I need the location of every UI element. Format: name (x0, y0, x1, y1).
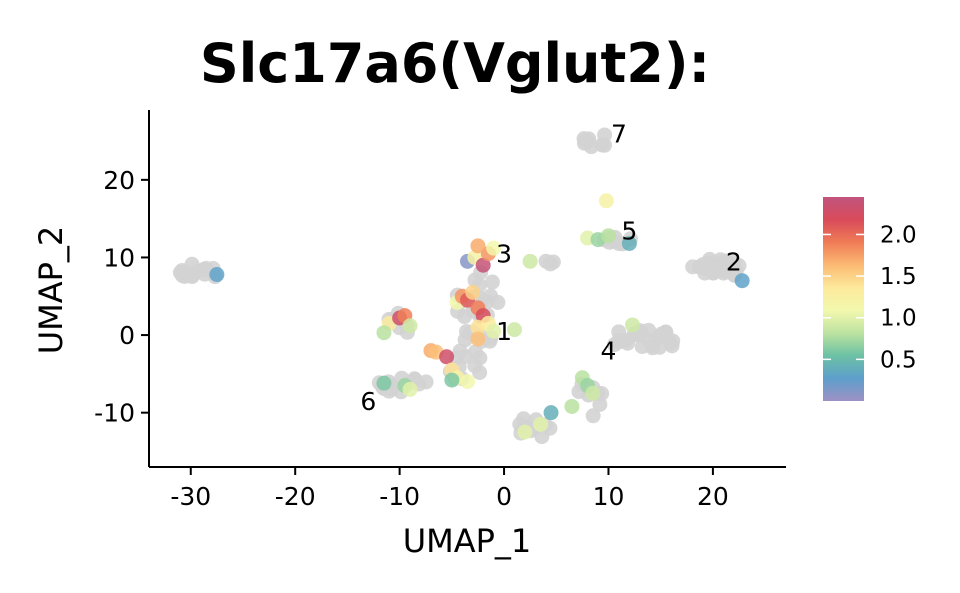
cell-point (444, 372, 460, 388)
cell-point (522, 253, 538, 269)
x-tick-label: 0 (496, 482, 512, 511)
cell-point (653, 326, 669, 342)
cell-point (376, 375, 392, 391)
cell-point (475, 257, 491, 273)
cell-point (594, 137, 610, 153)
x-tick-label: -30 (170, 482, 211, 511)
x-tick-label: 20 (697, 482, 729, 511)
cluster-label-3: 3 (496, 240, 512, 269)
cell-point (707, 260, 723, 276)
cell-point (465, 284, 481, 300)
colorbar-tick-label: 1.5 (880, 264, 917, 290)
cell-point (621, 235, 637, 251)
colorbar-tick-label: 2.0 (880, 222, 917, 248)
cell-point (585, 385, 601, 401)
colorbar-tick-label: 0.5 (880, 347, 917, 373)
cell-point (577, 133, 593, 149)
chart-title: Slc17a6(Vglut2): (200, 32, 710, 95)
y-axis-title: UMAP_2 (32, 226, 70, 355)
cell-point (490, 294, 506, 310)
cluster-label-1: 1 (496, 317, 512, 346)
axes: -30 -20 -10 0 10 20 -10 0 10 20 (94, 110, 786, 511)
cell-point (376, 325, 392, 341)
cell-point (726, 254, 742, 270)
cell-point (439, 349, 455, 365)
cell-point (506, 322, 522, 338)
cell-point (402, 318, 418, 334)
x-axis-title: UMAP_1 (403, 522, 532, 560)
cell-point (652, 339, 668, 355)
cluster-label-2: 2 (726, 247, 742, 276)
cluster-labels: 1 2 3 4 5 6 7 (360, 119, 741, 416)
colorbar-ticks: 0.5 1.0 1.5 2.0 (823, 222, 917, 373)
cell-point (174, 268, 190, 284)
cell-point (620, 335, 636, 351)
colorbar: 0.5 1.0 1.5 2.0 (823, 197, 917, 401)
cluster-label-7: 7 (611, 119, 627, 148)
cluster-label-6: 6 (360, 387, 376, 416)
cell-point (600, 228, 616, 244)
cell-point (209, 267, 225, 283)
cluster-label-5: 5 (621, 216, 637, 245)
x-tick-label: -10 (379, 482, 420, 511)
cell-point (197, 266, 213, 282)
plot-area: 1 2 3 4 5 6 7 (172, 119, 750, 445)
cell-point (598, 193, 614, 209)
cell-point (734, 273, 750, 289)
cell-point (624, 317, 640, 333)
y-tick-label: 20 (103, 166, 135, 195)
cell-point (484, 274, 500, 290)
cell-point (533, 416, 549, 432)
x-ticks: -30 -20 -10 0 10 20 (170, 467, 729, 511)
unexpressed-cells (172, 127, 747, 445)
y-tick-label: 10 (103, 243, 135, 272)
y-tick-label: -10 (94, 399, 135, 428)
cell-point (564, 398, 580, 414)
expressed-cells (209, 193, 750, 440)
cell-point (460, 374, 475, 390)
y-tick-label: 0 (119, 321, 135, 350)
cell-point (517, 424, 533, 440)
cell-point (402, 381, 418, 397)
cell-point (543, 405, 559, 421)
y-ticks: -10 0 10 20 (94, 166, 149, 428)
cell-point (542, 256, 558, 272)
x-tick-label: -20 (275, 482, 316, 511)
x-tick-label: 10 (593, 482, 625, 511)
cluster-label-4: 4 (601, 337, 617, 366)
cell-point (585, 408, 601, 424)
cell-point (470, 331, 486, 347)
cell-point (665, 333, 681, 349)
colorbar-gradient (823, 197, 864, 401)
colorbar-tick-label: 1.0 (880, 306, 917, 332)
cell-point (452, 343, 468, 359)
cell-point (486, 323, 502, 339)
cell-point (470, 238, 486, 254)
cell-point (486, 240, 502, 256)
